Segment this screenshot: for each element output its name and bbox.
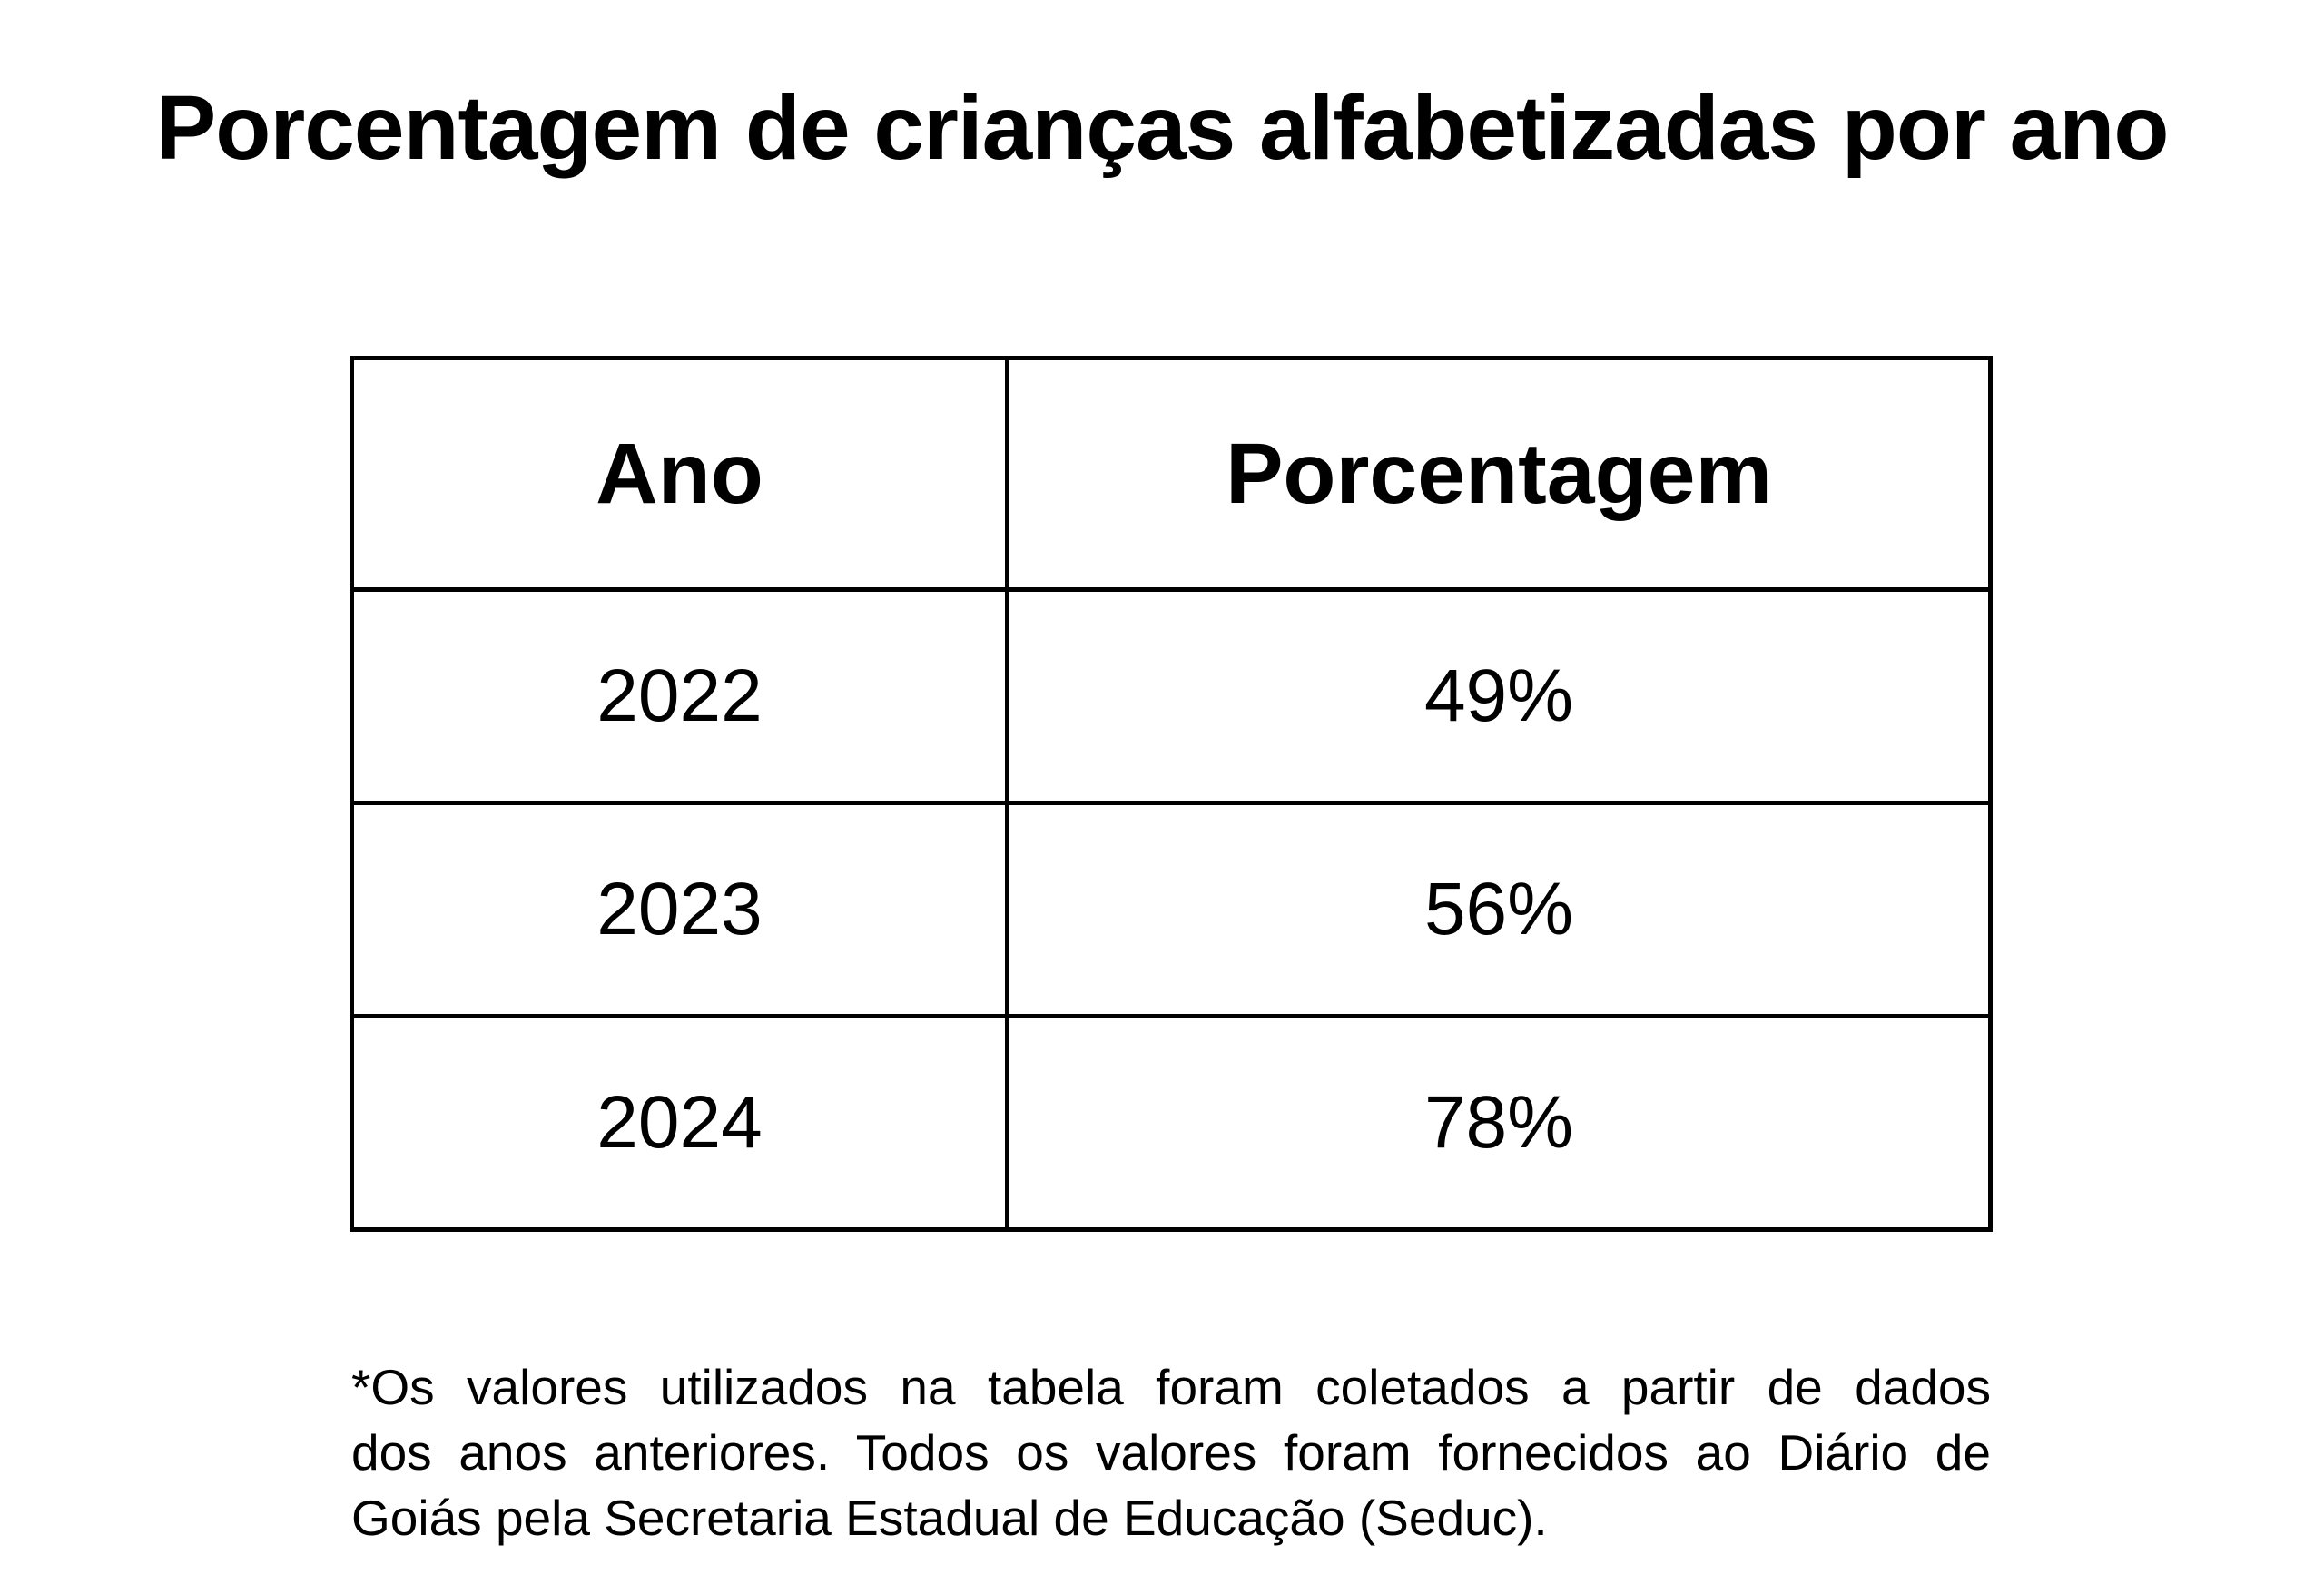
year-cell-2022: 2022 [350,587,1009,805]
year-cell-2023: 2023 [350,801,1009,1018]
table-header-row: Ano Porcentagem [350,356,1993,592]
column-header-year: Ano [350,356,1009,592]
source-footnote: *Os valores utilizados na tabela foram c… [351,1354,1991,1550]
table-container: Ano Porcentagem 2022 49% 2023 56% 2024 7… [350,356,1993,1232]
table-row: 2023 56% [350,801,1993,1018]
footnote-line: *Os valores utilizados na tabela foram c… [351,1359,1991,1415]
table-row: 2024 78% [350,1014,1993,1232]
column-header-percentage: Porcentagem [1005,356,1993,592]
footnote-line: Goiás pela Secretaria Estadual de Educaç… [351,1490,1548,1547]
year-cell-2024: 2024 [350,1014,1009,1232]
figure-title: Porcentagem de crianças alfabetizadas po… [155,77,2170,179]
table-row: 2022 49% [350,587,1993,805]
percentage-cell-2023: 56% [1005,801,1993,1018]
footnote-line: dos anos anteriores. Todos os valores fo… [351,1424,1991,1481]
literacy-table: Ano Porcentagem 2022 49% 2023 56% 2024 7… [350,356,1993,1232]
percentage-cell-2024: 78% [1005,1014,1993,1232]
percentage-cell-2022: 49% [1005,587,1993,805]
